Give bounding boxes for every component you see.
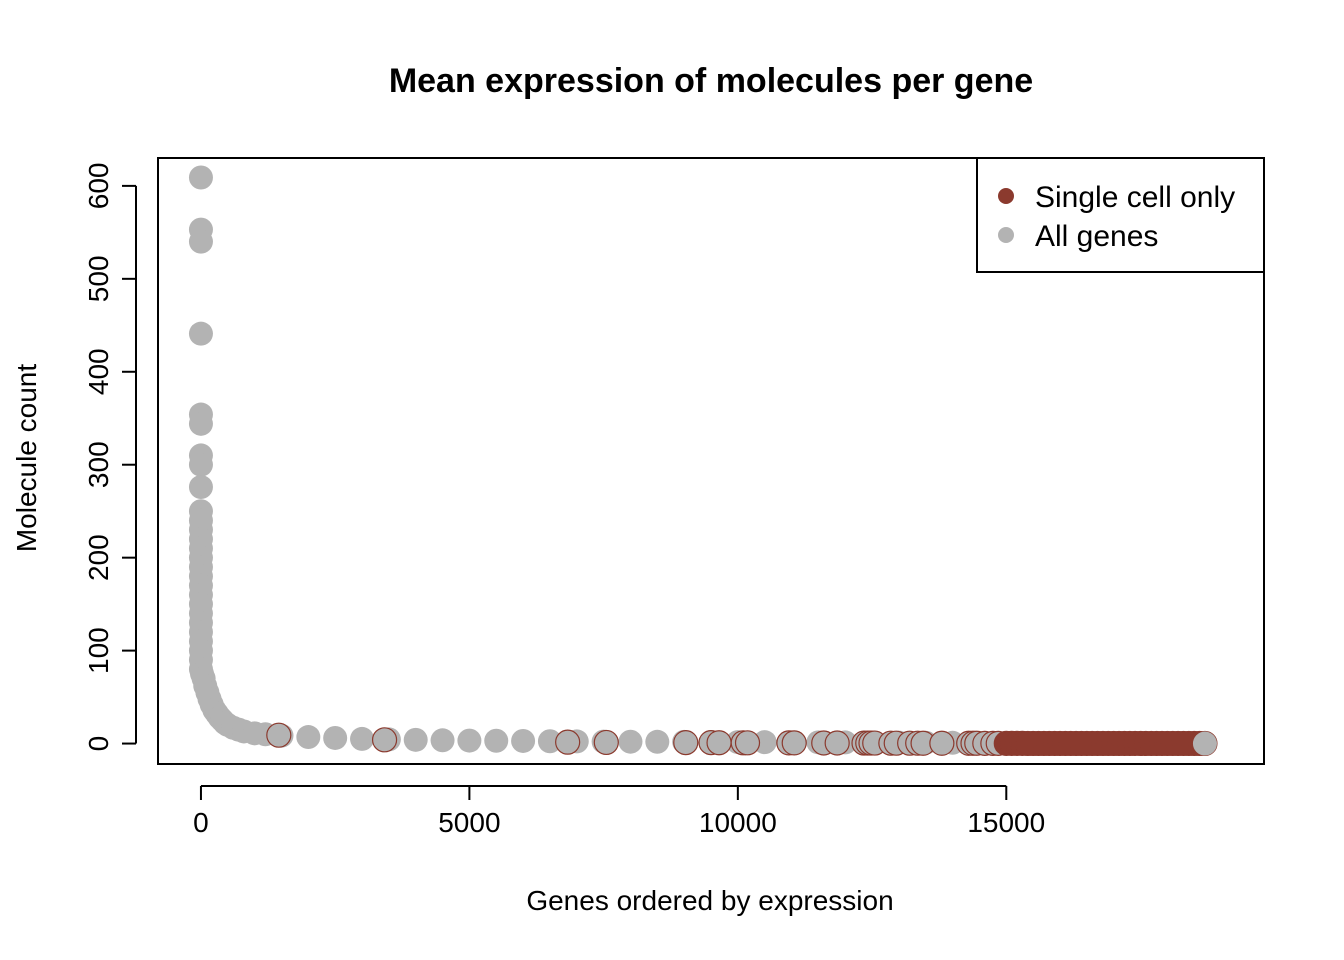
y-tick-label: 500 — [83, 255, 114, 302]
point-single-cell — [734, 730, 761, 756]
series-single-cell — [266, 722, 1218, 757]
series-all-genes — [188, 165, 1019, 755]
point-all-genes — [188, 411, 213, 436]
legend-label-all-genes: All genes — [1035, 220, 1158, 253]
point-all-genes — [618, 729, 643, 754]
legend: Single cell only All genes — [976, 157, 1265, 273]
y-tick-label: 600 — [83, 163, 114, 210]
point-all-genes — [457, 728, 482, 753]
point-single-cell — [929, 730, 955, 756]
x-axis: 0 5000 10000 15000 — [193, 785, 1045, 838]
point-all-genes — [430, 728, 455, 753]
legend-box — [976, 157, 1265, 273]
y-tick-label: 400 — [83, 348, 114, 395]
point-all-genes — [188, 475, 213, 500]
point-all-genes — [188, 165, 213, 190]
x-axis-label: Genes ordered by expression — [526, 885, 893, 916]
point-single-cell — [593, 729, 619, 756]
y-tick-label: 200 — [83, 534, 114, 581]
point-all-genes — [296, 725, 321, 750]
point-all-genes — [188, 321, 213, 346]
point-single-cell — [371, 727, 398, 753]
point-all-genes — [323, 725, 348, 750]
point-single-cell — [555, 729, 581, 755]
point-single-cell — [673, 730, 699, 756]
plot-frame — [157, 157, 1265, 765]
y-tick-label: 300 — [83, 441, 114, 488]
point-single-cell — [706, 730, 732, 756]
point-single-cell — [824, 730, 850, 756]
point-all-genes — [188, 452, 213, 477]
point-single-cell — [266, 722, 292, 748]
data-points — [188, 165, 1218, 757]
chart-title: Mean expression of molecules per gene — [389, 62, 1033, 100]
point-single-cell — [781, 730, 807, 756]
point-all-genes — [511, 728, 536, 753]
x-tick-label: 5000 — [438, 807, 500, 838]
x-tick-label: 0 — [193, 807, 209, 838]
point-all-genes — [645, 729, 670, 754]
y-tick-label: 0 — [83, 736, 114, 752]
legend-marker-all-genes — [998, 227, 1014, 243]
y-tick-label: 100 — [83, 627, 114, 674]
x-tick-label: 15000 — [967, 807, 1045, 838]
point-all-genes — [537, 729, 562, 754]
x-tick-label: 10000 — [699, 807, 777, 838]
point-all-genes — [350, 726, 375, 751]
legend-label-single-cell: Single cell only — [1035, 181, 1235, 214]
point-all-genes — [403, 727, 428, 752]
legend-marker-single-cell — [998, 188, 1014, 204]
point-all-genes — [188, 229, 213, 254]
point-all-genes — [1192, 731, 1217, 756]
y-axis-label: Molecule count — [11, 364, 42, 553]
point-all-genes — [484, 728, 509, 753]
y-axis: 0 100 200 300 400 500 600 — [83, 163, 137, 752]
